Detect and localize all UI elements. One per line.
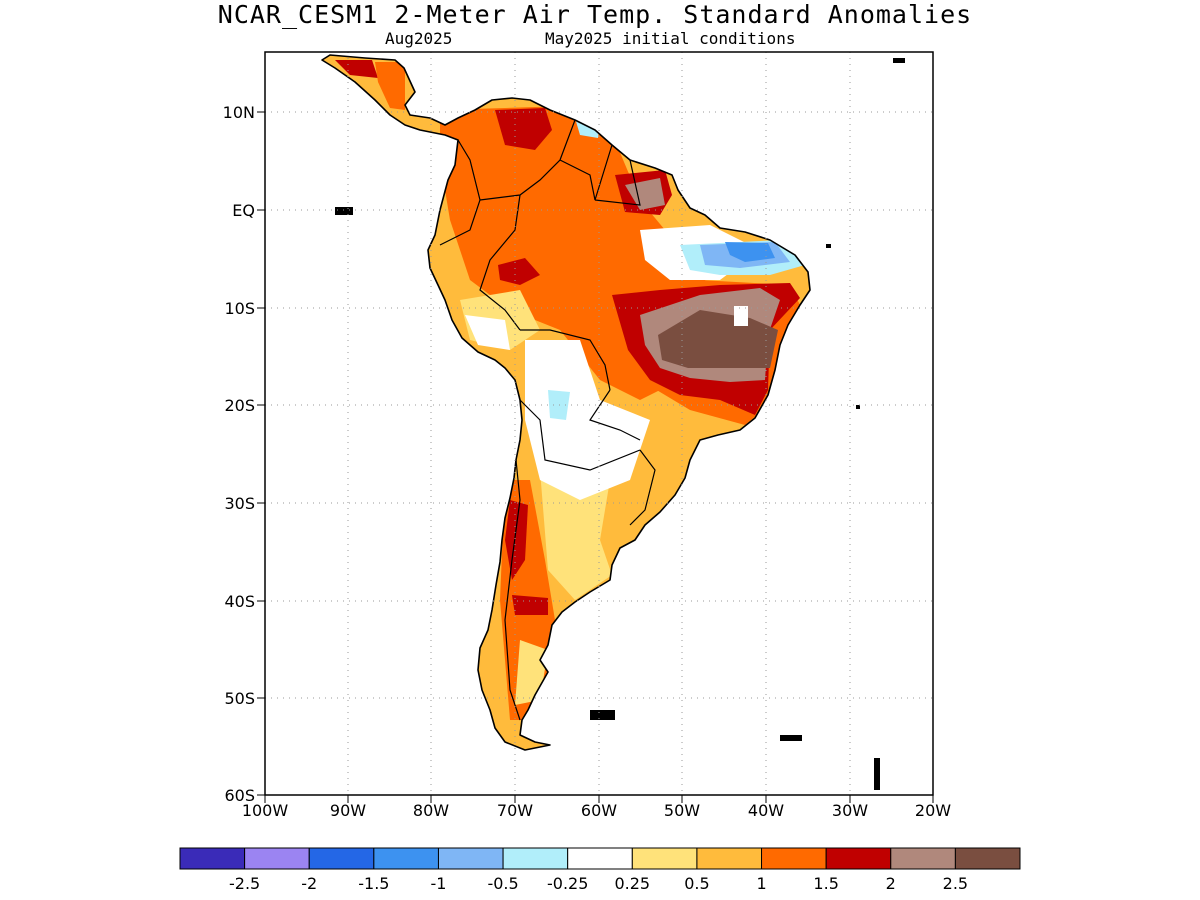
lat-label: EQ <box>232 201 255 220</box>
lon-label: 70W <box>497 801 533 820</box>
lat-label: 30S <box>224 494 255 513</box>
colorbar-swatch <box>631 847 698 870</box>
lat-label: 10N <box>223 103 255 122</box>
lat-label: 10S <box>224 299 255 318</box>
coastline <box>321 54 811 751</box>
colorbar-label: 0.5 <box>684 874 709 893</box>
lon-label: 100W <box>242 801 289 820</box>
colorbar-label: -2.5 <box>229 874 260 893</box>
colorbar-swatch <box>567 847 633 870</box>
colorbar-swatch <box>825 847 892 870</box>
colorbar-swatch <box>761 847 827 870</box>
longitude-labels: 100W 90W 80W 70W 60W 50W 40W 30W 20W <box>242 801 951 820</box>
colorbar-swatch <box>954 847 1021 870</box>
country-borders <box>439 119 656 721</box>
lon-label: 60W <box>581 801 617 820</box>
gridlines <box>257 52 934 803</box>
islands <box>335 58 905 790</box>
colorbar-swatch <box>179 847 246 870</box>
lon-label: 90W <box>330 801 366 820</box>
lat-label: 50S <box>224 689 255 708</box>
colorbar-label: 1 <box>756 874 766 893</box>
lat-label: 20S <box>224 396 255 415</box>
colorbar-label: 1.5 <box>813 874 838 893</box>
lon-label: 40W <box>748 801 784 820</box>
lon-label: 50W <box>664 801 700 820</box>
colorbar-label: -1.5 <box>358 874 389 893</box>
colorbar-label: 0.25 <box>614 874 650 893</box>
colorbar-label: -1 <box>430 874 446 893</box>
map-title: NCAR_CESM1 2-Meter Air Temp. Standard An… <box>217 0 973 29</box>
lat-label: 40S <box>224 592 255 611</box>
colorbar-swatch <box>502 847 569 870</box>
colorbar-swatch <box>373 847 439 870</box>
missing-data-cell <box>734 306 748 326</box>
colorbar-swatch <box>244 847 310 870</box>
lon-label: 20W <box>915 801 951 820</box>
subtitle-month: Aug2025 <box>385 29 453 48</box>
latitude-labels: 10N EQ 10S 20S 30S 40S 50S 60S <box>223 103 255 805</box>
colorbar-swatch <box>308 847 375 870</box>
colorbar-swatch <box>890 847 956 870</box>
colorbar-label: 2 <box>886 874 896 893</box>
colorbar-swatch <box>696 847 763 870</box>
lat-label: 60S <box>224 786 255 805</box>
subtitle-init: May2025 initial conditions <box>545 29 796 48</box>
map-frame <box>264 51 934 796</box>
lon-label: 80W <box>413 801 449 820</box>
colorbar-labels: -2.5 -2 -1.5 -1 -0.5 -0.25 0.25 0.5 1 1.5 2 2.5 <box>229 874 968 893</box>
colorbar-label: -2 <box>301 874 317 893</box>
colorbar-swatch <box>437 847 504 870</box>
lon-label: 30W <box>832 801 868 820</box>
colorbar-label: 2.5 <box>943 874 968 893</box>
colorbar <box>179 847 1021 870</box>
colorbar-label: -0.25 <box>547 874 588 893</box>
colorbar-label: -0.5 <box>487 874 518 893</box>
